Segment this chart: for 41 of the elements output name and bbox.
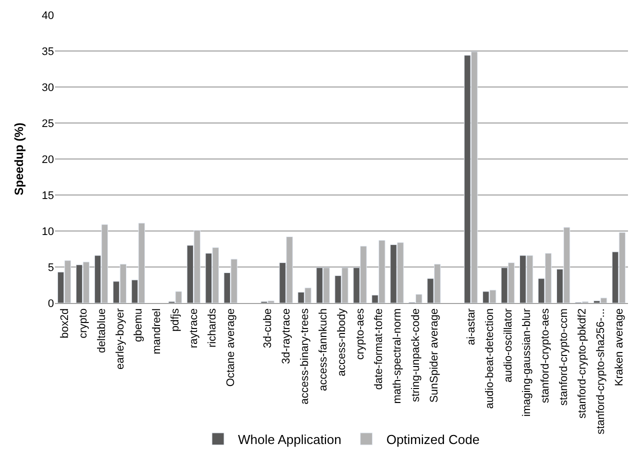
y-tick-label: 5 <box>48 262 54 274</box>
x-tick-label: earley-boyer <box>114 308 126 370</box>
x-tick-label: box2d <box>58 308 71 338</box>
x-tick-label: SunSpider average <box>428 308 440 403</box>
y-tick-label: 10 <box>42 226 54 238</box>
x-tick-label: Octane average <box>225 308 238 387</box>
x-tick-label: gbemu <box>132 308 145 342</box>
y-tick-label: 25 <box>42 118 54 130</box>
x-tick-label: stanford-crypto-pbkdf2 <box>576 308 588 418</box>
x-tick-label: Kraken average <box>613 308 626 386</box>
y-tick-label: 15 <box>42 190 54 202</box>
y-axis-title: Speedup (%) <box>12 122 26 196</box>
x-tick-label: pdfjs <box>170 308 182 332</box>
legend-label: Whole Application <box>238 432 342 447</box>
x-tick-label: access-nbody <box>336 308 348 376</box>
x-tick-label: audio-beat-detection <box>484 308 496 409</box>
x-tick-label: stanford-crypto-aes <box>539 308 552 404</box>
x-tick-label: imaging-gaussian-blur <box>520 308 533 417</box>
x-tick-label: access-binary-trees <box>299 308 312 404</box>
x-tick-label: mandreel <box>151 308 164 354</box>
x-tick-label: richards <box>206 308 219 348</box>
x-tick-label: crypto-aes <box>354 308 367 360</box>
y-tick-label: 0 <box>48 298 54 310</box>
x-tick-label: string-unpack-code <box>410 308 422 402</box>
x-tick-label: math-spectral-norm <box>392 308 404 404</box>
x-tick-label: audio-oscillator <box>502 308 514 382</box>
x-tick-label: stanford-crypto-sha256-... <box>594 308 607 434</box>
x-tick-label: deltablue <box>96 308 108 354</box>
y-tick-label: 40 <box>42 10 54 22</box>
x-tick-label: ai-astar <box>465 308 478 346</box>
x-tick-label: access-fannkuch <box>318 308 330 391</box>
x-tick-label: stanford-crypto-ccm <box>558 308 570 406</box>
x-tick-label: 3d-raytrace <box>280 308 293 364</box>
x-tick-label: crypto <box>77 308 90 338</box>
x-tick-label: raytrace <box>188 308 200 348</box>
legend-label: Optimized Code <box>386 432 480 447</box>
x-tick-label: date-format-tofte <box>373 308 386 390</box>
y-tick-label: 20 <box>42 154 54 166</box>
y-tick-label: 30 <box>42 82 54 94</box>
y-tick-label: 35 <box>42 46 54 58</box>
x-tick-label: 3d-cube <box>262 308 274 348</box>
